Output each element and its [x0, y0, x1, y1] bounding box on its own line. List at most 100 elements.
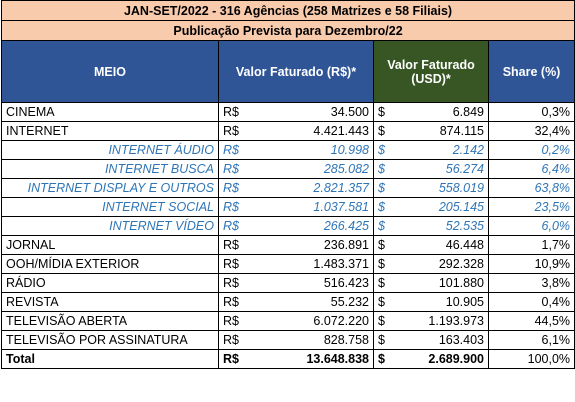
currency-symbol: $	[373, 273, 399, 293]
header-row: MEIO Valor Faturado (R$)* Valor Faturado…	[1, 40, 575, 103]
row-label: INTERNET BUSCA	[1, 159, 219, 179]
table-row: Total R$ 13.648.838 $2.689.900 100,0%	[1, 349, 575, 369]
row-label: REVISTA	[1, 292, 219, 312]
value-usd: 2.689.900	[398, 349, 489, 369]
title: JAN-SET/2022 - 316 Agências (258 Matrize…	[0, 0, 575, 21]
share: 1,7%	[487, 235, 575, 255]
table-row: INTERNET BUSCA R$ 285.082 $56.274 6,4%	[1, 159, 575, 179]
value-usd: 2.142	[398, 140, 489, 160]
column-header: Valor Faturado (USD)*	[373, 40, 489, 103]
value-usd: 292.328	[398, 254, 489, 274]
currency-symbol: R$	[218, 121, 256, 141]
value-brl: 1.483.371	[255, 254, 374, 274]
table-row: TELEVISÃO POR ASSINATURA R$ 828.758 $163.40…	[1, 330, 575, 350]
currency-symbol: $	[373, 235, 399, 255]
value-usd: 205.145	[398, 197, 489, 217]
currency-symbol: $	[373, 330, 399, 350]
row-label: INTERNET DISPLAY E OUTROS	[1, 178, 219, 198]
share: 6,1%	[487, 330, 575, 350]
value-brl: 285.082	[255, 159, 374, 179]
title-row: JAN-SET/2022 - 316 Agências (258 Matrize…	[0, 0, 575, 21]
currency-symbol: R$	[218, 197, 256, 217]
currency-symbol: $	[373, 292, 399, 312]
column-header: Valor Faturado (R$)*	[218, 40, 374, 103]
value-brl: 34.500	[255, 102, 374, 122]
currency-symbol: $	[373, 311, 399, 331]
row-label: JORNAL	[1, 235, 219, 255]
share: 6,0%	[487, 216, 575, 236]
currency-symbol: R$	[218, 216, 256, 236]
value-usd: 101.880	[398, 273, 489, 293]
share: 44,5%	[487, 311, 575, 331]
share: 3,8%	[487, 273, 575, 293]
table-row: INTERNET DISPLAY E OUTROS R$ 2.821.357 $558…	[1, 178, 575, 198]
table-row: CINEMA R$ 34.500 $6.849 0,3%	[1, 102, 575, 122]
currency-symbol: $	[373, 159, 399, 179]
table-row: TELEVISÃO ABERTA R$ 6.072.220 $1.193.973 44,…	[1, 311, 575, 331]
row-label: INTERNET ÁUDIO	[1, 140, 219, 160]
currency-symbol: R$	[218, 292, 256, 312]
value-brl: 1.037.581	[255, 197, 374, 217]
value-brl: 6.072.220	[255, 311, 374, 331]
row-label: INTERNET SOCIAL	[1, 197, 219, 217]
currency-symbol: $	[373, 349, 399, 369]
currency-symbol: $	[373, 140, 399, 160]
value-brl: 4.421.443	[255, 121, 374, 141]
value-brl: 516.423	[255, 273, 374, 293]
table-row: OOH/MÍDIA EXTERIOR R$ 1.483.371 $292.328 10,…	[1, 254, 575, 274]
currency-symbol: $	[373, 254, 399, 274]
share: 63,8%	[487, 178, 575, 198]
currency-symbol: $	[373, 121, 399, 141]
currency-symbol: R$	[218, 140, 256, 160]
table-row: INTERNET SOCIAL R$ 1.037.581 $205.145 23,5%	[1, 197, 575, 217]
subtitle: Publicação Prevista para Dezembro/22	[0, 20, 575, 41]
currency-symbol: R$	[218, 102, 256, 122]
value-usd: 163.403	[398, 330, 489, 350]
currency-symbol: R$	[218, 330, 256, 350]
value-brl: 828.758	[255, 330, 374, 350]
currency-symbol: R$	[218, 273, 256, 293]
table-row: INTERNET ÁUDIO R$ 10.998 $2.142 0,2%	[1, 140, 575, 160]
table: JAN-SET/2022 - 316 Agências (258 Matrize…	[0, 0, 575, 369]
row-label: TELEVISÃO ABERTA	[1, 311, 219, 331]
column-header: Share (%)	[487, 40, 575, 103]
table-row: INTERNET R$ 4.421.443 $874.115 32,4%	[1, 121, 575, 141]
share: 32,4%	[487, 121, 575, 141]
value-usd: 56.274	[398, 159, 489, 179]
value-brl: 10.998	[255, 140, 374, 160]
currency-symbol: $	[373, 178, 399, 198]
value-usd: 6.849	[398, 102, 489, 122]
share: 0,3%	[487, 102, 575, 122]
value-usd: 10.905	[398, 292, 489, 312]
share: 0,4%	[487, 292, 575, 312]
row-label: TELEVISÃO POR ASSINATURA	[1, 330, 219, 350]
value-usd: 874.115	[398, 121, 489, 141]
column-header: MEIO	[1, 40, 219, 103]
currency-symbol: R$	[218, 349, 256, 369]
value-brl: 266.425	[255, 216, 374, 236]
value-usd: 46.448	[398, 235, 489, 255]
share: 0,2%	[487, 140, 575, 160]
currency-symbol: R$	[218, 254, 256, 274]
row-label: CINEMA	[1, 102, 219, 122]
value-usd: 558.019	[398, 178, 489, 198]
row-label: INTERNET VÍDEO	[1, 216, 219, 236]
table-row: JORNAL R$ 236.891 $46.448 1,7%	[1, 235, 575, 255]
share: 6,4%	[487, 159, 575, 179]
row-label: INTERNET	[1, 121, 219, 141]
row-label: RÁDIO	[1, 273, 219, 293]
table-row: RÁDIO R$ 516.423 $101.880 3,8%	[1, 273, 575, 293]
value-usd: 1.193.973	[398, 311, 489, 331]
currency-symbol: R$	[218, 178, 256, 198]
currency-symbol: R$	[218, 311, 256, 331]
currency-symbol: $	[373, 197, 399, 217]
currency-symbol: R$	[218, 159, 256, 179]
value-brl: 55.232	[255, 292, 374, 312]
row-label: OOH/MÍDIA EXTERIOR	[1, 254, 219, 274]
value-brl: 13.648.838	[255, 349, 374, 369]
table-row: INTERNET VÍDEO R$ 266.425 $52.535 6,0%	[1, 216, 575, 236]
subtitle-row: Publicação Prevista para Dezembro/22	[0, 20, 575, 41]
value-brl: 236.891	[255, 235, 374, 255]
share: 23,5%	[487, 197, 575, 217]
